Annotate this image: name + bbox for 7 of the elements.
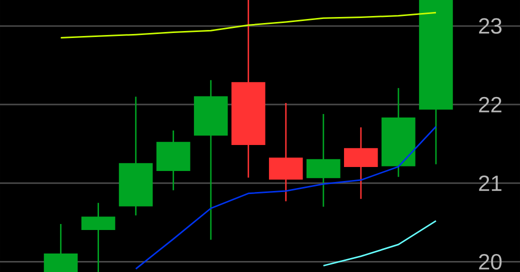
y-tick-label: 23 xyxy=(479,18,502,34)
line-series xyxy=(322,220,437,266)
y-tick-label: 21 xyxy=(479,175,502,191)
line-series xyxy=(135,126,437,270)
line-series xyxy=(60,12,437,38)
y-tick-label: 22 xyxy=(479,96,502,112)
y-tick-label: 20 xyxy=(479,254,502,270)
